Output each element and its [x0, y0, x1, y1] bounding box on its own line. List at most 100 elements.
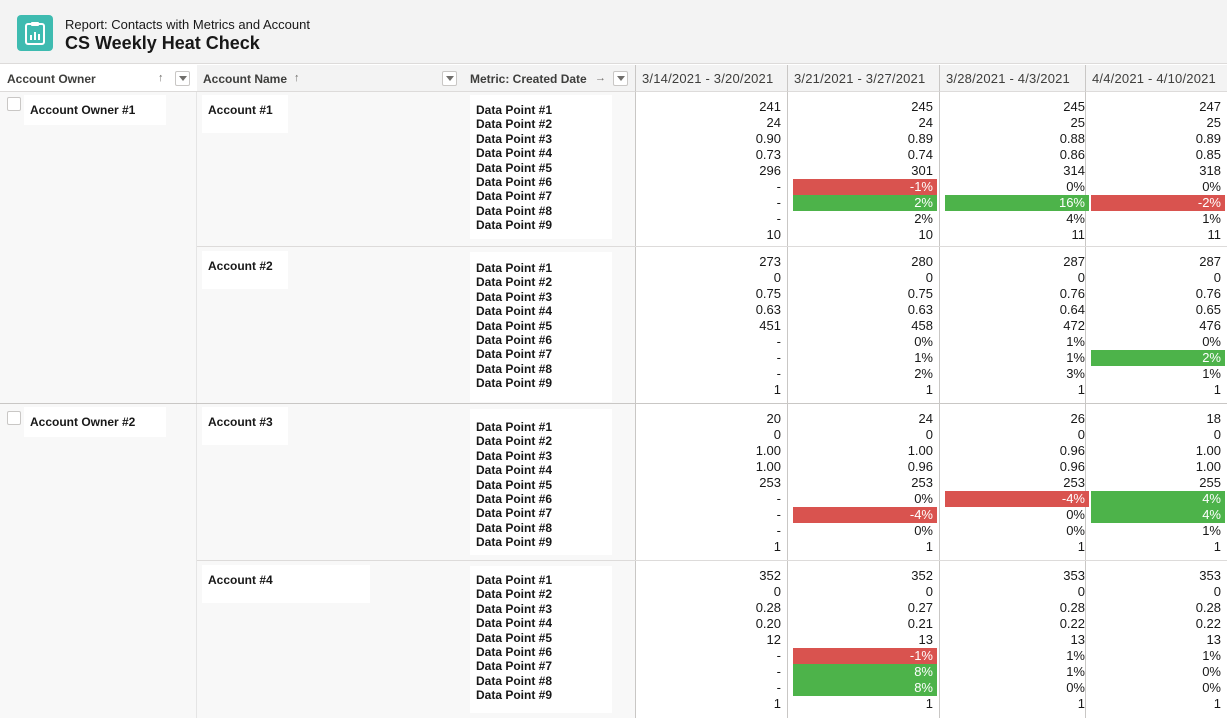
metric-value-cell: 0.75: [907, 286, 933, 301]
metric-value-cell: 301: [911, 163, 933, 178]
metric-label-box: Data Point #1 Data Point #2 Data Point #3 D…: [470, 409, 612, 555]
sort-ascending-icon[interactable]: ↑: [294, 72, 300, 84]
metric-value-cell: 1: [773, 696, 781, 711]
metric-value-cell: 255: [1199, 475, 1221, 490]
row-select-checkbox[interactable]: [7, 97, 21, 111]
metric-value-cell: 1: [1213, 382, 1221, 397]
column-header-account-owner[interactable]: Account Owner ↑: [0, 65, 197, 92]
metric-value-cell: 1%: [1202, 366, 1221, 381]
metric-value-cell: 0: [773, 270, 781, 285]
metric-value-cell: 1.00: [1195, 459, 1221, 474]
metric-value-cell: -: [776, 507, 781, 522]
metric-value-cell: 10: [918, 227, 933, 242]
metric-value-cell: 8%: [914, 680, 933, 695]
metric-value-cell: -2%: [1197, 195, 1221, 210]
metric-label: Data Point #1: [476, 103, 553, 117]
metric-value-cell: 0.76: [1195, 286, 1221, 301]
metric-value-cell: 1%: [1202, 523, 1221, 538]
positive-change-highlight: [1091, 491, 1225, 507]
metric-value-cell: 353: [1199, 568, 1221, 583]
metric-value-cell: 1%: [1066, 334, 1085, 349]
metric-value-cell: 352: [759, 568, 781, 583]
metric-value-cell: 0%: [1066, 680, 1085, 695]
metric-value-cell: 476: [1199, 318, 1221, 333]
metric-value-cell: 0: [1077, 270, 1085, 285]
metric-value-cell: 0.28: [1195, 600, 1221, 615]
sort-right-icon[interactable]: →: [595, 72, 606, 84]
column-menu-metric-button[interactable]: [613, 71, 628, 86]
metric-label: Data Point #5: [476, 318, 553, 333]
owner-label: Account Owner #2: [24, 407, 166, 437]
metric-value-cell: 0.86: [1059, 147, 1085, 162]
metric-label: Data Point #8: [476, 203, 553, 218]
metric-value-cell: 16%: [1058, 195, 1085, 210]
metric-value-cell: 0: [925, 427, 933, 442]
metric-value-cell: 273: [759, 254, 781, 269]
metric-value-cell: 2%: [914, 366, 933, 381]
negative-change-highlight: [1091, 195, 1225, 211]
metric-value-cell: 4%: [1202, 491, 1221, 506]
metric-value-cell: 0.96: [1059, 459, 1085, 474]
report-type-label: Report: Contacts with Metrics and Accoun…: [65, 17, 310, 32]
metric-label: Data Point #7: [476, 347, 553, 362]
report-header: Report: Contacts with Metrics and Accoun…: [0, 0, 1227, 64]
metric-value-cell: 25: [1070, 115, 1085, 130]
metric-label: Data Point #3: [476, 289, 553, 304]
metric-value-cell: 0%: [1202, 334, 1221, 349]
page-title: CS Weekly Heat Check: [65, 33, 260, 53]
metric-label: Data Point #4: [476, 304, 553, 319]
metric-value-cell: 0.27: [907, 600, 933, 615]
column-menu-owner-button[interactable]: [175, 71, 190, 86]
column-menu-account-button[interactable]: [442, 71, 457, 86]
metric-value-cell: 318: [1199, 163, 1221, 178]
row-select-checkbox[interactable]: [7, 411, 21, 425]
negative-change-highlight: [793, 507, 937, 523]
metric-value-cell: 0.88: [1059, 131, 1085, 146]
metric-value-cell: 1: [1077, 382, 1085, 397]
metric-value-cell: 1: [925, 696, 933, 711]
column-header-week-4[interactable]: 4/4/2021 - 4/10/2021: [1085, 65, 1227, 92]
metric-value-cell: 1.00: [755, 443, 781, 458]
metric-value-cell: 472: [1063, 318, 1085, 333]
metric-value-cell: 2%: [914, 211, 933, 226]
metric-value-cell: -: [776, 334, 781, 349]
metric-value-cell: 0%: [914, 334, 933, 349]
metric-label: Data Point #5: [476, 160, 553, 175]
column-header-metric[interactable]: Metric: Created Date →: [464, 65, 635, 92]
column-header-week-2[interactable]: 3/21/2021 - 3/27/2021: [787, 65, 939, 92]
owner-label: Account Owner #1: [24, 95, 166, 125]
metric-label: Data Point #6: [476, 175, 553, 189]
metric-value-cell: 1: [1077, 696, 1085, 711]
metric-value-cell: 0: [1077, 427, 1085, 442]
metric-value-cell: 287: [1063, 254, 1085, 269]
metric-value-cell: 0: [925, 584, 933, 599]
positive-change-highlight: [1091, 350, 1225, 366]
metric-value-cell: 253: [1063, 475, 1085, 490]
metric-value-cell: 253: [911, 475, 933, 490]
metric-value-cell: 24: [766, 115, 781, 130]
metric-label: Data Point #1: [476, 573, 553, 587]
row-divider: [197, 560, 1227, 561]
column-header-week-1[interactable]: 3/14/2021 - 3/20/2021: [635, 65, 787, 92]
sort-ascending-icon[interactable]: ↑: [158, 72, 164, 84]
metric-value-cell: 0.96: [1059, 443, 1085, 458]
metric-value-cell: 352: [911, 568, 933, 583]
metric-label: Data Point #1: [476, 261, 553, 275]
metric-value-cell: -: [776, 211, 781, 226]
account-label: Account #1: [202, 95, 288, 133]
column-header-week-3[interactable]: 3/28/2021 - 4/3/2021: [939, 65, 1091, 92]
metric-label: Data Point #2: [476, 117, 553, 132]
metric-value-cell: 1.00: [755, 459, 781, 474]
metric-label: Data Point #3: [476, 601, 553, 616]
metric-value-cell: -4%: [909, 507, 933, 522]
positive-change-highlight: [945, 195, 1089, 211]
metric-value-cell: 0.75: [755, 286, 781, 301]
metric-label: Data Point #9: [476, 535, 553, 550]
metric-value-cell: 1.00: [907, 443, 933, 458]
metric-label: Data Point #6: [476, 333, 553, 347]
metric-value-cell: 458: [911, 318, 933, 333]
metric-value-cell: 0.63: [907, 302, 933, 317]
metric-value-cell: 8%: [914, 664, 933, 679]
column-header-account-name[interactable]: Account Name ↑: [197, 65, 464, 92]
metric-value-cell: 1: [1077, 539, 1085, 554]
